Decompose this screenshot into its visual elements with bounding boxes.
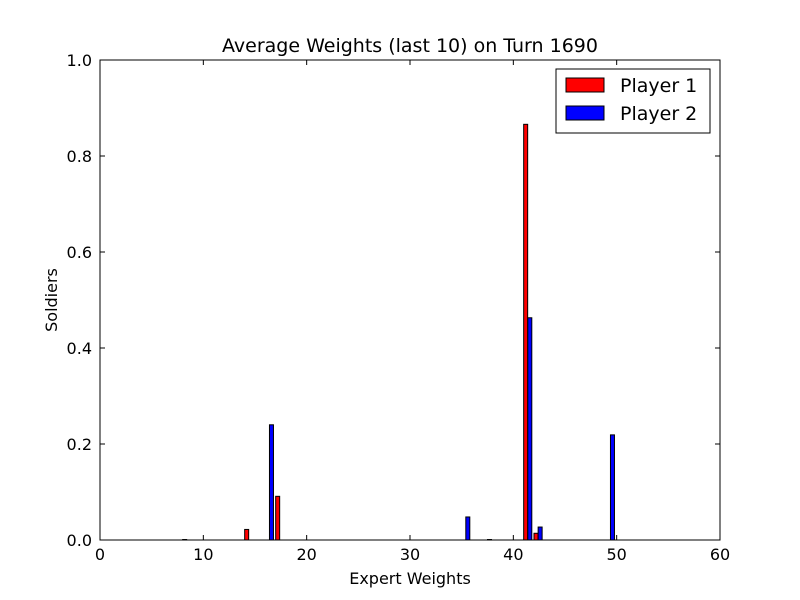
x-tick-label: 0 (95, 545, 105, 564)
y-tick-label: 0.2 (67, 435, 92, 454)
legend-label-series1: Player 1 (620, 75, 697, 97)
bar-series1-5 (533, 532, 539, 541)
legend-swatch-series1 (565, 77, 605, 93)
x-tick-label: 50 (606, 545, 626, 564)
bar-series2-0 (268, 424, 274, 541)
x-tick-label: 10 (193, 545, 213, 564)
legend-label-series2: Player 2 (620, 103, 697, 125)
bar-series1-1 (244, 528, 250, 541)
x-tick-label: 20 (296, 545, 316, 564)
x-tick-label: 40 (503, 545, 523, 564)
y-tick-label: 0.0 (67, 531, 92, 550)
x-axis-label: Expert Weights (349, 569, 471, 588)
y-axis-ticks: 0.0 0.2 0.4 0.6 0.8 1.0 (67, 51, 720, 550)
x-tick-label: 30 (400, 545, 420, 564)
bar-series2-2 (527, 317, 533, 541)
bar-series2-3 (537, 526, 543, 541)
y-tick-label: 0.8 (67, 147, 92, 166)
x-tick-label: 60 (710, 545, 730, 564)
y-tick-label: 0.4 (67, 339, 92, 358)
bar-series1-2 (275, 495, 281, 541)
y-tick-label: 0.6 (67, 243, 92, 262)
legend: Player 1 Player 2 (555, 68, 711, 134)
x-axis-ticks: 0 10 20 30 40 50 60 (95, 60, 730, 564)
y-axis-label: Soldiers (42, 268, 61, 332)
bar-series2-1 (465, 516, 471, 541)
bar-series2-4 (609, 434, 615, 541)
legend-swatch-series2 (565, 105, 605, 121)
bar-series1-4 (523, 123, 529, 541)
chart-title: Average Weights (last 10) on Turn 1690 (222, 35, 598, 57)
y-tick-label: 1.0 (67, 51, 92, 70)
